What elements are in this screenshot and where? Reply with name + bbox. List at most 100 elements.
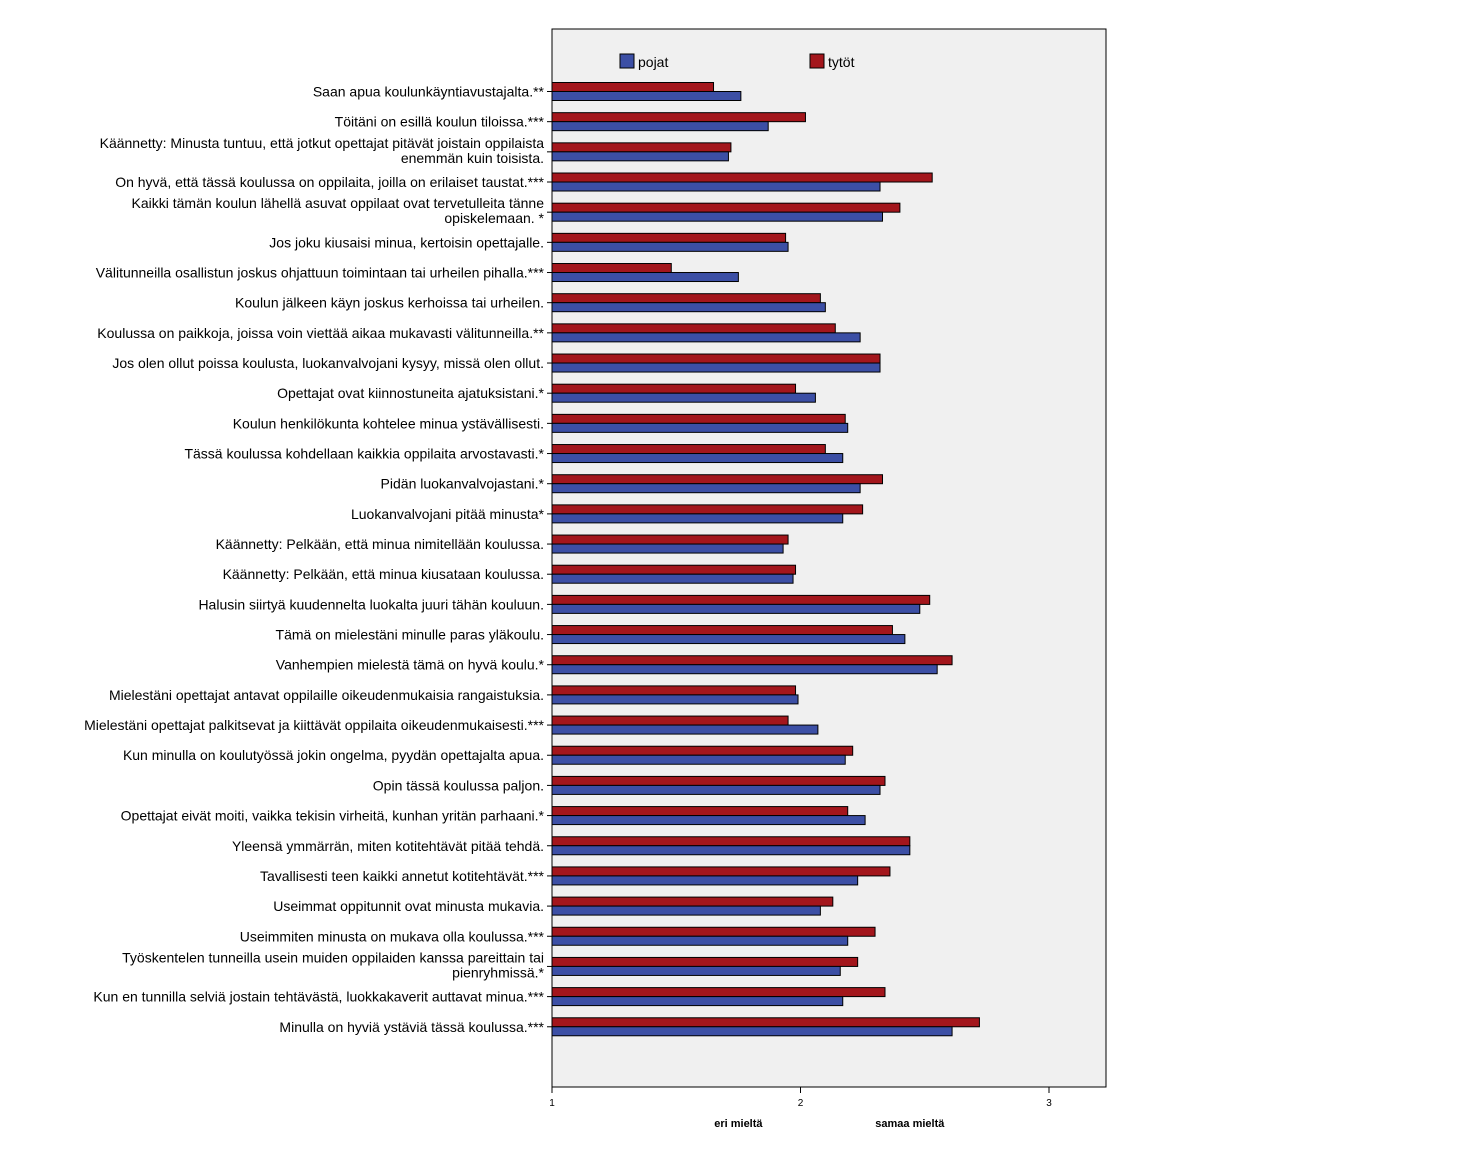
bar-pojat — [551, 845, 911, 856]
category-labels: Saan apua koulunkäyntiavustajalta.** Töit… — [84, 84, 544, 1035]
legend-swatch — [619, 53, 635, 69]
category-label: Opin tässä koulussa paljon. — [373, 777, 544, 793]
bar-tytot — [551, 112, 806, 123]
category-label: Tässä koulussa kohdellaan kaikkia oppila… — [184, 446, 544, 462]
category-label: Saan apua koulunkäyntiavustajalta.** — [313, 84, 545, 100]
bar-pojat — [551, 694, 799, 705]
x-tick-label: 3 — [1046, 1098, 1052, 1109]
bar-pojat — [551, 332, 861, 343]
bar-pojat — [551, 181, 881, 192]
category-label: Kun minulla on koulutyössä jokin ongelma… — [123, 747, 544, 763]
bar-tytot — [551, 232, 787, 243]
category-label: Työskentelen tunneilla usein muiden oppi… — [122, 949, 544, 965]
bar-pojat — [551, 875, 859, 886]
bar-tytot — [551, 444, 826, 455]
category-label: Opettajat ovat kiinnostuneita ajatuksist… — [277, 385, 544, 401]
bar-pojat — [551, 996, 844, 1007]
bar-tytot — [551, 413, 846, 424]
category-label: Halusin siirtyä kuudennelta luokalta juu… — [198, 596, 544, 612]
category-label: Vanhempien mielestä tämä on hyvä koulu.* — [276, 657, 545, 673]
bar-pojat — [551, 935, 849, 946]
bar-tytot — [551, 594, 931, 605]
category-label: Koulun jälkeen käyn joskus kerhoissa tai… — [235, 295, 544, 311]
bar-pojat — [551, 483, 861, 494]
category-label: Luokanvalvojani pitää minusta* — [351, 506, 545, 522]
legend-swatch — [809, 53, 825, 69]
category-label: Käännetty: Minusta tuntuu, että jotkut o… — [100, 135, 545, 151]
bar-pojat — [551, 211, 884, 222]
bar-tytot — [551, 655, 953, 666]
category-label: Minulla on hyviä ystäviä tässä koulussa.… — [279, 1019, 544, 1035]
category-label: Käännetty: Pelkään, että minua kiusataan… — [223, 566, 544, 582]
category-label: Yleensä ymmärrän, miten kotitehtävät pit… — [232, 838, 544, 854]
category-label: On hyvä, että tässä koulussa on oppilait… — [115, 174, 544, 190]
category-label: Jos joku kiusaisi minua, kertoisin opett… — [269, 234, 544, 250]
bar-tytot — [551, 775, 886, 786]
bar-pojat — [551, 603, 921, 614]
category-label: enemmän kuin toisista. — [401, 150, 544, 166]
category-label: Mielestäni opettajat antavat oppilaille … — [109, 687, 544, 703]
bar-pojat — [551, 634, 906, 645]
category-label: Välitunneilla osallistun joskus ohjattuu… — [96, 265, 545, 281]
category-label: Mielestäni opettajat palkitsevat ja kiit… — [84, 717, 544, 733]
x-axis: 1 2 3 eri mieltä samaa mieltä — [547, 91, 1052, 1130]
category-label: Useimmat oppitunnit ovat minusta mukavia… — [273, 898, 544, 914]
axis-anchor-label: eri mieltä — [714, 1118, 763, 1130]
bar-tytot — [551, 82, 715, 92]
bar-pojat — [551, 965, 841, 976]
bar-pojat — [551, 573, 794, 584]
bar-pojat — [551, 815, 866, 826]
bar-tytot — [551, 956, 859, 967]
category-label: Useimmiten minusta on mukava olla koulus… — [240, 928, 545, 944]
bar-pojat — [551, 272, 739, 283]
x-tick-label: 1 — [549, 1098, 555, 1109]
bar-pojat — [551, 302, 826, 313]
bar-pojat — [551, 513, 844, 524]
bar-pojat — [551, 422, 849, 433]
bar-pojat — [551, 362, 881, 373]
legend-label: tytöt — [828, 54, 855, 70]
category-label: Koulun henkilökunta kohtelee minua ystäv… — [233, 415, 544, 431]
category-label: Jos olen ollut poissa koulusta, luokanva… — [112, 355, 544, 371]
bar-tytot — [551, 715, 789, 726]
bar-tytot — [551, 504, 864, 515]
legend: pojat tytöt — [619, 53, 855, 70]
axis-anchor-label: samaa mieltä — [875, 1118, 945, 1130]
bar-pojat — [551, 241, 789, 252]
x-tick-label: 2 — [798, 1098, 804, 1109]
category-label: Pidän luokanvalvojastani.* — [381, 476, 545, 492]
bar-tytot — [551, 474, 884, 485]
bar-tytot — [551, 263, 672, 274]
bar-pojat — [551, 543, 784, 554]
bar-tytot — [551, 625, 893, 636]
category-label: Tämä on mielestäni minulle paras yläkoul… — [276, 627, 544, 643]
bar-tytot — [551, 806, 849, 817]
bar-tytot — [551, 172, 933, 183]
legend-label: pojat — [638, 54, 668, 70]
bar-pojat — [551, 784, 881, 795]
bar-tytot — [551, 896, 834, 907]
bar-tytot — [551, 836, 911, 847]
bar-pojat — [551, 1026, 953, 1037]
bar-tytot — [551, 866, 891, 877]
bar-tytot — [551, 353, 881, 364]
category-label: Opettajat eivät moiti, vaikka tekisin vi… — [121, 808, 545, 824]
bar-pojat — [551, 905, 821, 916]
bar-tytot — [551, 685, 797, 696]
bar-pojat — [551, 664, 938, 675]
bar-pojat — [551, 392, 816, 403]
bar-tytot — [551, 534, 789, 545]
bar-tytot — [551, 564, 797, 575]
bar-tytot — [551, 987, 886, 998]
category-label: Kaikki tämän koulun lähellä asuvat oppil… — [132, 195, 545, 211]
category-label: Käännetty: Pelkään, että minua nimitellä… — [216, 536, 544, 552]
bar-tytot — [551, 926, 876, 937]
bar-pojat — [551, 91, 742, 101]
bar-tytot — [551, 745, 854, 756]
bar-pojat — [551, 724, 819, 735]
bar-tytot — [551, 1017, 980, 1028]
bar-pojat — [551, 121, 769, 132]
bar-tytot — [551, 323, 836, 334]
category-label: opiskelemaan. * — [444, 210, 544, 226]
